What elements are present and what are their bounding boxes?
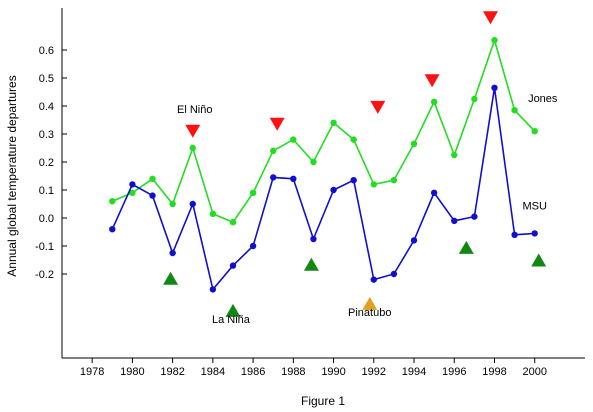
- la-nina-marker: [531, 253, 547, 267]
- data-point-msu: [270, 174, 277, 181]
- data-point-jones: [370, 181, 377, 188]
- data-point-jones: [290, 136, 297, 143]
- la-nina-marker: [163, 271, 179, 285]
- y-tick-label: 0.2: [39, 157, 54, 169]
- data-point-msu: [109, 226, 116, 233]
- data-point-msu: [531, 230, 538, 237]
- el-nino-marker: [424, 74, 440, 88]
- data-point-msu: [290, 175, 297, 182]
- data-point-msu: [390, 270, 398, 278]
- data-point-msu: [129, 181, 136, 188]
- data-point-msu: [249, 242, 257, 250]
- data-point-jones: [471, 95, 478, 103]
- data-point-jones: [491, 37, 498, 44]
- data-point-msu: [350, 177, 357, 184]
- data-point-jones: [109, 198, 116, 205]
- data-point-jones: [511, 107, 518, 114]
- data-point-jones: [129, 189, 136, 196]
- el-nino-marker: [269, 117, 285, 131]
- la-nina-marker: [225, 303, 241, 317]
- pinatubo-marker: [362, 296, 378, 310]
- x-tick-label: 1988: [281, 366, 305, 378]
- plot-area: -0.2 -0.1 0.0 0.1 0.2 0.3 0.4 0.5 0.6 1978 1980 198…: [35, 8, 585, 378]
- data-point-jones: [209, 210, 217, 217]
- data-point-jones: [350, 136, 357, 143]
- y-tick-label: 0.3: [39, 129, 54, 141]
- data-point-msu: [451, 217, 458, 224]
- x-tick-label: 1992: [362, 366, 386, 378]
- data-point-msu: [410, 237, 418, 244]
- data-point-jones: [169, 200, 176, 208]
- annotation-label: La Niña: [212, 314, 251, 326]
- data-point-jones: [189, 144, 196, 152]
- data-point-msu: [310, 235, 317, 243]
- series-line-msu: [111, 87, 535, 292]
- el-nino-marker: [483, 11, 498, 25]
- data-point-msu: [370, 276, 377, 283]
- x-tick-label: 1986: [241, 366, 265, 378]
- x-tick-label: 1984: [201, 366, 225, 378]
- annotation-label: Pinatubo: [348, 307, 391, 319]
- data-point-jones: [149, 175, 156, 182]
- data-point-jones: [451, 151, 458, 159]
- x-tick-label: 1994: [402, 366, 426, 378]
- el-nino-marker: [370, 100, 386, 114]
- figure-caption: Figure 1: [301, 394, 345, 408]
- data-point-jones: [531, 128, 538, 135]
- data-point-jones: [410, 140, 418, 147]
- x-tick-label: 1978: [80, 366, 104, 378]
- y-tick-label: 0.1: [39, 185, 54, 197]
- x-tick-label: 1990: [321, 366, 345, 378]
- y-tick-label: -0.2: [35, 269, 54, 281]
- x-tick-label: 1996: [442, 366, 466, 378]
- x-tick-label: 1998: [482, 366, 506, 378]
- series-label: Jones: [528, 93, 558, 105]
- data-point-msu: [511, 231, 518, 238]
- data-point-jones: [310, 158, 317, 166]
- y-tick-label: 0.4: [39, 101, 54, 113]
- series-line-jones: [111, 37, 536, 224]
- data-point-msu: [471, 213, 478, 220]
- annotation-label: El Niño: [177, 104, 212, 116]
- series-label: MSU: [522, 201, 547, 213]
- data-point-msu: [189, 200, 196, 208]
- la-nina-marker: [303, 257, 319, 271]
- y-tick-label: 0.5: [39, 73, 54, 85]
- y-tick-label: -0.1: [35, 241, 54, 253]
- data-point-jones: [229, 219, 237, 226]
- data-point-jones: [249, 189, 257, 196]
- x-tick-label: 2000: [522, 366, 546, 378]
- data-point-msu: [209, 286, 217, 293]
- data-point-msu: [330, 186, 337, 194]
- x-tick-label: 1982: [160, 366, 184, 378]
- data-point-msu: [430, 189, 438, 196]
- data-point-jones: [270, 147, 277, 154]
- data-point-msu: [149, 192, 156, 199]
- data-point-jones: [430, 98, 438, 106]
- x-tick-label: 1980: [120, 366, 144, 378]
- el-nino-marker: [185, 124, 201, 138]
- data-point-jones: [390, 177, 398, 184]
- y-tick-label: 0.0: [39, 213, 54, 225]
- data-point-msu: [169, 249, 176, 257]
- la-nina-marker: [458, 240, 474, 254]
- data-point-msu: [491, 84, 498, 92]
- y-tick-label: 0.6: [39, 45, 54, 57]
- y-axis-label: Annual global temperature departures: [5, 75, 19, 276]
- data-point-msu: [229, 262, 237, 269]
- data-point-jones: [330, 119, 337, 127]
